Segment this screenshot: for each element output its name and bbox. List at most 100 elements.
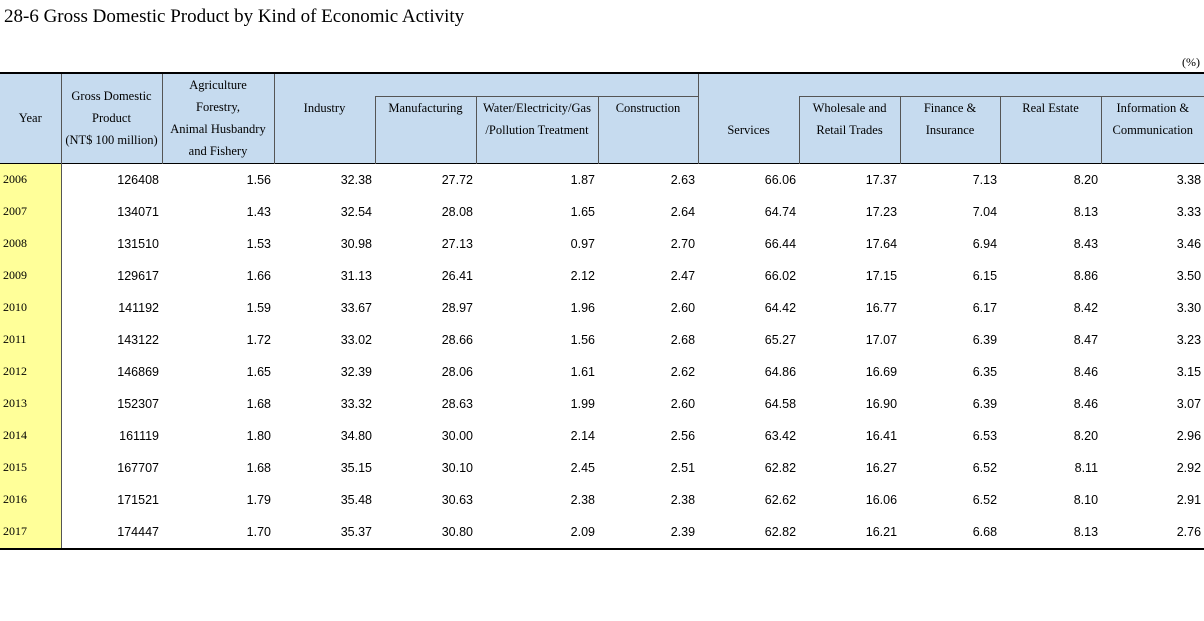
value-cell: 6.68 [900,515,1001,550]
value-cell: 28.97 [441,300,473,315]
header-wholesale: Wholesale and Retail Trades [798,96,901,163]
header-industry: Industry [273,96,375,163]
value-cell: 32.54 [340,204,372,219]
year-cell: 2016 [0,483,62,516]
value-cell: 16.69 [865,364,898,379]
value-cell: 1.87 [476,162,598,196]
value-cell: 62.82 [698,515,800,550]
year-cell: 2010 [0,291,62,324]
header-water: Water/Electricity/Gas /Pollution Treatme… [475,96,598,163]
header-finance: Finance & Insurance [899,96,1001,163]
table-row: 2009 129617 1.66 31.13 26.41 2.12 2.47 66.02 17.… [0,259,1204,292]
value-cell: 1.65 [570,204,595,219]
value-cell: 143122 [117,332,159,347]
unit-label: (%) [1182,55,1200,69]
value-cell: 16.27 [865,460,898,475]
value-cell: 17.15 [865,268,898,283]
value-cell: 129617 [117,268,159,283]
value-cell: 2.60 [670,396,696,411]
value-cell: 1.72 [246,332,271,347]
value-cell: 16.06 [865,492,898,507]
value-cell: 6.39 [972,396,998,411]
value-cell: 3.33 [1176,204,1202,219]
value-cell: 8.42 [1073,300,1099,315]
value-cell: 3.50 [1176,268,1202,283]
value-cell: 30.00 [441,428,473,443]
year-cell: 2006 [0,162,62,196]
value-cell: 2.51 [670,460,696,475]
value-cell: 2.56 [670,428,696,443]
value-cell: 1.80 [246,428,271,443]
value-cell: 2.12 [570,268,595,283]
value-cell: 34.80 [340,428,372,443]
value-cell: 171521 [117,492,159,507]
value-cell: 8.47 [1073,332,1099,347]
value-cell: 64.42 [764,300,797,315]
value-cell: 2.09 [476,515,598,550]
value-cell: 174447 [61,515,162,550]
value-cell: 63.42 [764,428,797,443]
value-cell: 3.46 [1176,236,1202,251]
value-cell: 1.68 [246,396,271,411]
value-cell: 1.96 [570,300,595,315]
value-cell: 167707 [117,460,159,475]
value-cell: 2.38 [570,492,595,507]
value-cell: 134071 [117,204,159,219]
table-row: 2017 174447 1.70 35.37 30.80 2.09 2.39 62.82 16.… [0,515,1204,550]
value-cell: 2.96 [1176,428,1202,443]
value-cell: 17.64 [865,236,898,251]
value-cell: 1.43 [246,204,271,219]
table-row: 2012 146869 1.65 32.39 28.06 1.61 2.62 64.86 16.… [0,355,1204,388]
year-cell: 2007 [0,195,62,228]
value-cell: 2.47 [670,268,696,283]
table-row: 2008 131510 1.53 30.98 27.13 0.97 2.70 66.44 17.… [0,227,1204,260]
value-cell: 8.11 [1074,460,1099,475]
value-cell: 1.59 [246,300,271,315]
value-cell: 2.92 [1176,460,1202,475]
value-cell: 8.46 [1073,396,1099,411]
value-cell: 8.13 [1000,515,1102,550]
value-cell: 1.68 [246,460,271,475]
value-cell: 17.07 [865,332,898,347]
value-cell: 2.91 [1176,492,1202,507]
value-cell: 8.43 [1073,236,1099,251]
value-cell: 3.07 [1176,396,1202,411]
value-cell: 8.10 [1073,492,1099,507]
value-cell: 1.66 [246,268,271,283]
value-cell: 126408 [61,162,162,196]
value-cell: 2.60 [670,300,696,315]
year-cell: 2011 [0,323,62,356]
value-cell: 64.86 [764,364,797,379]
value-cell: 2.63 [598,162,699,196]
table-row: 2007 134071 1.43 32.54 28.08 1.65 2.64 64.74 17.… [0,195,1204,228]
table-row: 2015 167707 1.68 35.15 30.10 2.45 2.51 62.82 16.… [0,451,1204,484]
value-cell: 0.97 [570,236,595,251]
value-cell: 146869 [117,364,159,379]
header-construction: Construction [597,96,699,163]
value-cell: 2.39 [598,515,699,550]
value-cell: 2.38 [670,492,696,507]
header-year: Year [0,72,62,163]
table-row: 2011 143122 1.72 33.02 28.66 1.56 2.68 65.27 17.… [0,323,1204,356]
value-cell: 66.02 [764,268,797,283]
value-cell: 33.02 [340,332,372,347]
value-cell: 32.38 [274,162,375,196]
value-cell: 30.98 [340,236,372,251]
year-cell: 2009 [0,259,62,292]
value-cell: 8.13 [1073,204,1099,219]
header-agriculture: Agriculture Forestry, Animal Husbandry a… [161,72,274,163]
value-cell: 8.20 [1073,428,1099,443]
value-cell: 65.27 [764,332,797,347]
header-gdp: Gross Domestic Product (NT$ 100 million) [60,72,162,163]
value-cell: 6.17 [972,300,998,315]
value-cell: 152307 [117,396,159,411]
value-cell: 6.52 [972,492,998,507]
value-cell: 17.37 [799,162,901,196]
value-cell: 28.08 [441,204,473,219]
value-cell: 28.06 [441,364,473,379]
value-cell: 30.10 [441,460,473,475]
value-cell: 1.56 [570,332,595,347]
value-cell: 8.46 [1073,364,1099,379]
value-cell: 3.23 [1176,332,1202,347]
year-cell: 2013 [0,387,62,420]
